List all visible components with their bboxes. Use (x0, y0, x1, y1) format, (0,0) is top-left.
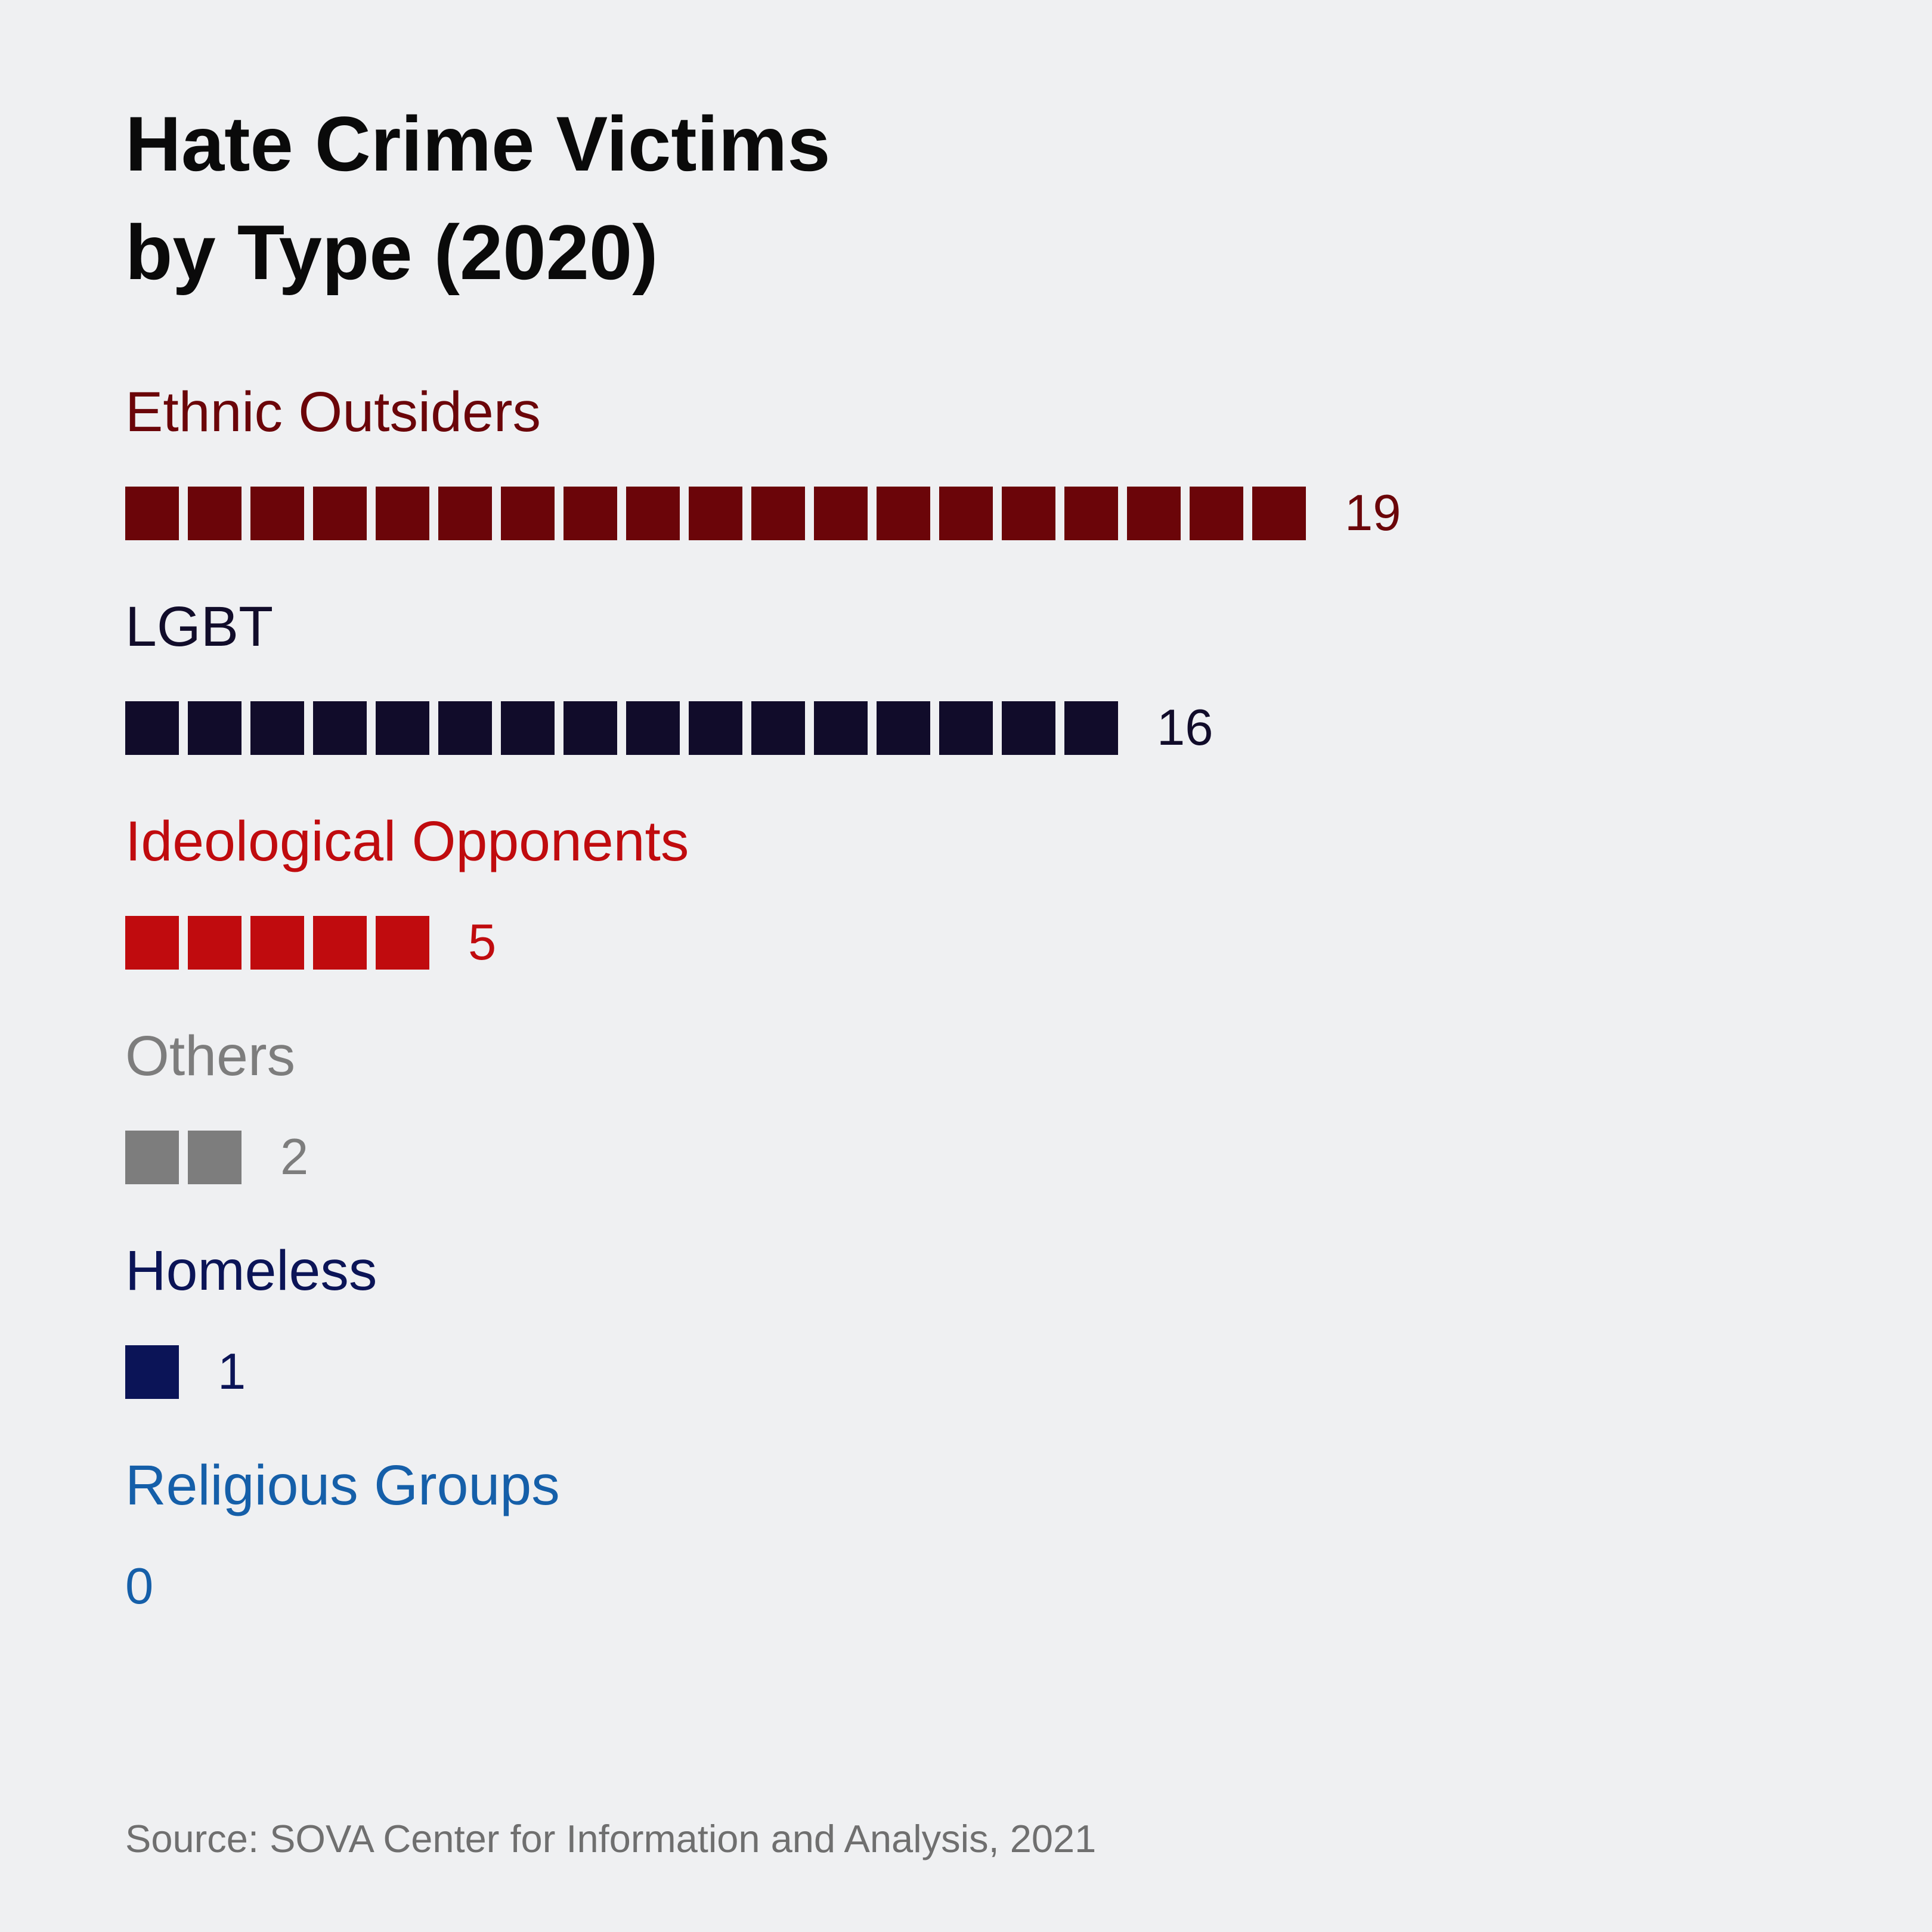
unit-square (250, 701, 304, 755)
unit-square (814, 701, 868, 755)
unit-squares-group (125, 701, 1118, 755)
unit-square (376, 916, 429, 970)
unit-square (877, 487, 930, 540)
unit-squares-group (125, 916, 429, 970)
unit-square (188, 916, 242, 970)
chart-title: Hate Crime Victims by Type (2020) (125, 89, 831, 306)
unit-square (250, 487, 304, 540)
unit-square (376, 701, 429, 755)
unit-square (501, 701, 555, 755)
source-caption: Source: SOVA Center for Information and … (125, 1817, 1097, 1860)
category-label-religious-groups: Religious Groups (125, 1454, 560, 1517)
value-label-others: 2 (280, 1129, 309, 1185)
unit-square (125, 487, 179, 540)
category-label-ideological-opponents: Ideological Opponents (125, 810, 689, 873)
unit-square (125, 916, 179, 970)
unit-square (751, 487, 805, 540)
unit-square (125, 701, 179, 755)
unit-squares-group (125, 1131, 242, 1184)
unit-square (1002, 701, 1055, 755)
value-label-ethnic-outsiders: 19 (1345, 485, 1401, 541)
unit-square (313, 916, 367, 970)
unit-square (188, 701, 242, 755)
category-label-homeless: Homeless (125, 1239, 377, 1302)
pictogram-row-ideological-opponents: 5 (125, 916, 496, 970)
unit-square (376, 487, 429, 540)
pictogram-row-lgbt: 16 (125, 701, 1213, 755)
unit-square (877, 701, 930, 755)
unit-square (313, 487, 367, 540)
chart-title-line1: Hate Crime Victims (125, 100, 831, 187)
unit-square (689, 487, 742, 540)
unit-square (939, 487, 993, 540)
unit-square (1190, 487, 1243, 540)
unit-square (501, 487, 555, 540)
unit-squares-group (125, 1345, 179, 1399)
unit-square (1064, 487, 1118, 540)
value-label-ideological-opponents: 5 (468, 914, 497, 971)
unit-square (751, 701, 805, 755)
value-label-religious-groups: 0 (125, 1558, 154, 1615)
value-label-homeless: 1 (218, 1343, 246, 1400)
unit-square (188, 1131, 242, 1184)
unit-square (1127, 487, 1181, 540)
category-label-others: Others (125, 1024, 296, 1088)
unit-square (564, 701, 617, 755)
unit-square (939, 701, 993, 755)
unit-square (689, 701, 742, 755)
unit-square (626, 701, 680, 755)
unit-square (814, 487, 868, 540)
pictogram-row-religious-groups: 0 (125, 1560, 153, 1614)
category-label-lgbt: LGBT (125, 595, 274, 658)
unit-square (564, 487, 617, 540)
unit-square (188, 487, 242, 540)
unit-square (125, 1131, 179, 1184)
pictogram-row-homeless: 1 (125, 1345, 246, 1399)
pictogram-row-ethnic-outsiders: 19 (125, 487, 1401, 540)
unit-square (313, 701, 367, 755)
unit-square (250, 916, 304, 970)
unit-square (438, 487, 492, 540)
unit-square (1002, 487, 1055, 540)
chart-title-line2: by Type (2020) (125, 209, 658, 296)
value-label-lgbt: 16 (1157, 699, 1213, 756)
unit-squares-group (125, 487, 1306, 540)
pictogram-row-others: 2 (125, 1131, 308, 1184)
unit-square (125, 1345, 179, 1399)
unit-square (1252, 487, 1306, 540)
unit-square (626, 487, 680, 540)
category-label-ethnic-outsiders: Ethnic Outsiders (125, 380, 541, 444)
unit-square (1064, 701, 1118, 755)
unit-square (438, 701, 492, 755)
